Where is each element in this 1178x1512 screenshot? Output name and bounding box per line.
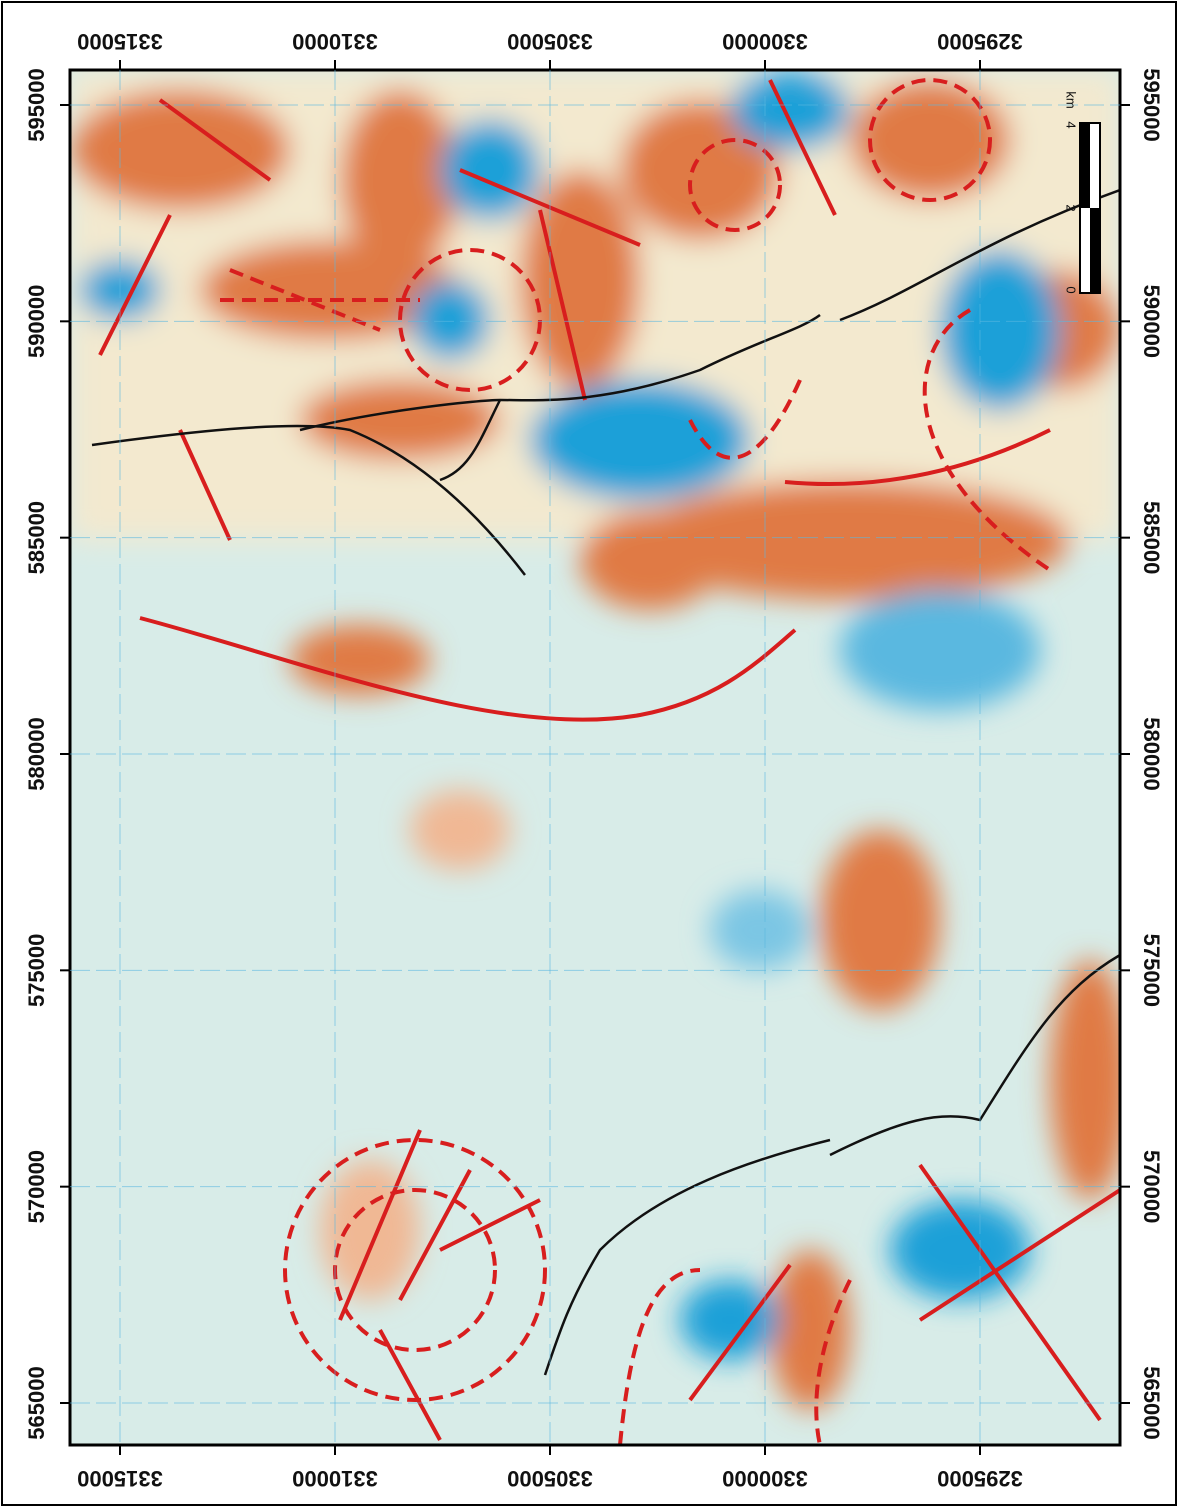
scale-bar [1080, 123, 1100, 293]
map-figure: 3315000 3315000 3310000 3310000 3305000 33050… [0, 0, 1178, 1507]
y-coordinate-label: 565000 [1139, 1366, 1164, 1439]
y-coordinate-label: 580000 [1139, 717, 1164, 790]
x-coordinate-label: 3295000 [937, 29, 1023, 54]
negative-anomaly [410, 280, 490, 360]
x-coordinate-label: 3305000 [507, 1466, 593, 1491]
weak-anomaly [410, 790, 510, 870]
x-coordinate-label: 3315000 [77, 1466, 163, 1491]
positive-anomaly [70, 90, 290, 210]
positive-anomaly [1050, 960, 1130, 1200]
positive-anomaly [850, 80, 1010, 200]
positive-anomaly [300, 380, 500, 460]
negative-anomaly [710, 890, 810, 970]
scale-bar-segment [1080, 123, 1090, 208]
positive-anomaly [290, 625, 430, 695]
y-coordinate-label: 570000 [24, 1150, 49, 1223]
y-coordinate-label: 590000 [1139, 285, 1164, 358]
scale-bar-segment [1090, 208, 1100, 293]
negative-anomaly [840, 590, 1040, 710]
x-coordinate-label: 3300000 [722, 1466, 808, 1491]
y-coordinate-label: 565000 [24, 1366, 49, 1439]
negative-anomaly [730, 70, 850, 150]
negative-anomaly [440, 120, 540, 220]
x-coordinate-label: 3310000 [292, 1466, 378, 1491]
scale-bar-label: 2 [1064, 204, 1079, 211]
x-coordinate-label: 3310000 [292, 29, 378, 54]
y-coordinate-label: 585000 [1139, 501, 1164, 574]
x-coordinate-label: 3300000 [722, 29, 808, 54]
scale-bar-label: 0 [1064, 286, 1079, 293]
negative-anomaly [890, 1200, 1030, 1300]
y-coordinate-label: 595000 [1139, 68, 1164, 141]
positive-anomaly [580, 510, 720, 610]
x-coordinate-label: 3295000 [937, 1466, 1023, 1491]
y-coordinate-label: 580000 [24, 717, 49, 790]
positive-anomaly [820, 830, 940, 1010]
y-coordinate-label: 590000 [24, 285, 49, 358]
x-coordinate-label: 3305000 [507, 29, 593, 54]
negative-anomaly [940, 250, 1060, 410]
scale-bar-label: 4 [1064, 121, 1079, 128]
y-coordinate-label: 575000 [1139, 934, 1164, 1007]
y-coordinate-label: 585000 [24, 501, 49, 574]
y-coordinate-label: 575000 [24, 934, 49, 1007]
x-coordinate-label: 3315000 [77, 29, 163, 54]
y-coordinate-label: 595000 [24, 68, 49, 141]
y-coordinate-label: 570000 [1139, 1150, 1164, 1223]
scale-bar-unit: km [1064, 91, 1079, 108]
map-area [70, 70, 1130, 1445]
